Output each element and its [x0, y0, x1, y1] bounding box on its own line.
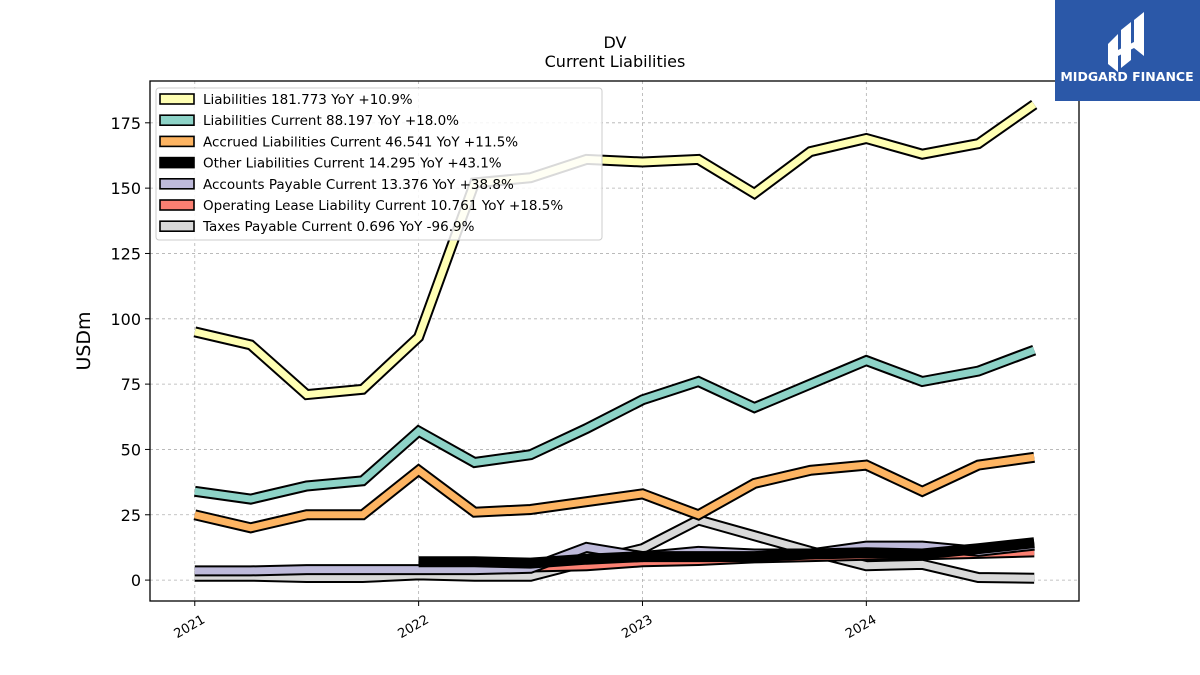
chart-subtitle: Current Liabilities: [545, 52, 686, 71]
series-accounts-payable-current: [194, 539, 1035, 577]
legend-entry: Accrued Liabilities Current 46.541 YoY +…: [203, 134, 518, 150]
x-tick-label: 2023: [619, 612, 655, 642]
y-tick-label: 100: [110, 310, 141, 329]
legend-swatch: [159, 114, 195, 126]
legend-swatch: [159, 93, 195, 105]
x-tick-label: 2022: [395, 612, 431, 642]
legend-entry: Taxes Payable Current 0.696 YoY -96.9%: [202, 219, 475, 235]
series-line: [194, 453, 1035, 532]
legend-entry: Liabilities 181.773 YoY +10.9%: [203, 92, 413, 108]
y-tick-label: 75: [121, 375, 141, 394]
series-liabilities-current: [194, 344, 1037, 505]
legend-swatch: [159, 156, 195, 169]
x-tick-label: 2024: [843, 612, 879, 642]
plot-frame: [149, 80, 1080, 602]
legend-entry: Other Liabilities Current 14.295 YoY +43…: [203, 156, 502, 172]
series-outline: [194, 344, 1037, 505]
series-other-liabilities-current: [418, 537, 1035, 569]
logo: MIDGARD FINANCE: [1055, 0, 1200, 101]
y-tick-label: 50: [121, 440, 141, 459]
y-tick-label: 25: [121, 506, 141, 525]
legend-swatch: [159, 135, 195, 148]
y-axis-label: USDm: [73, 311, 95, 370]
legend-entry: Accounts Payable Current 13.376 YoY +38.…: [203, 177, 514, 193]
series-line: [418, 539, 1035, 567]
y-tick-label: 125: [110, 244, 141, 263]
legend-entry: Liabilities Current 88.197 YoY +18.0%: [203, 113, 459, 129]
logo-text: MIDGARD FINANCE: [1060, 69, 1193, 84]
y-axis: 0 25 50 75 100 125 150 175: [110, 114, 150, 590]
series-line: [194, 101, 1037, 399]
logo-mark-icon: [1108, 12, 1144, 72]
y-tick-label: 0: [131, 571, 141, 590]
y-tick-label: 150: [110, 179, 141, 198]
x-tick-label: 2021: [172, 612, 208, 642]
legend: Liabilities 181.773 YoY +10.9% Liabilitie…: [155, 87, 603, 241]
series-lines: [193, 99, 1038, 584]
series-liabilities: [193, 99, 1038, 401]
series-line: [194, 541, 1035, 575]
legend-swatch: [159, 220, 195, 232]
legend-box: [155, 87, 603, 241]
x-axis: 2021 2022 2023 2024: [172, 601, 879, 642]
legend-entry: Operating Lease Liability Current 10.761…: [203, 198, 563, 214]
legend-swatch: [159, 178, 195, 190]
y-tick-label: 175: [110, 114, 141, 133]
series-accrued-liabilities-current: [193, 451, 1035, 534]
chart-title: DV: [604, 33, 627, 52]
series-line: [194, 346, 1036, 503]
legend-swatch: [159, 199, 195, 211]
